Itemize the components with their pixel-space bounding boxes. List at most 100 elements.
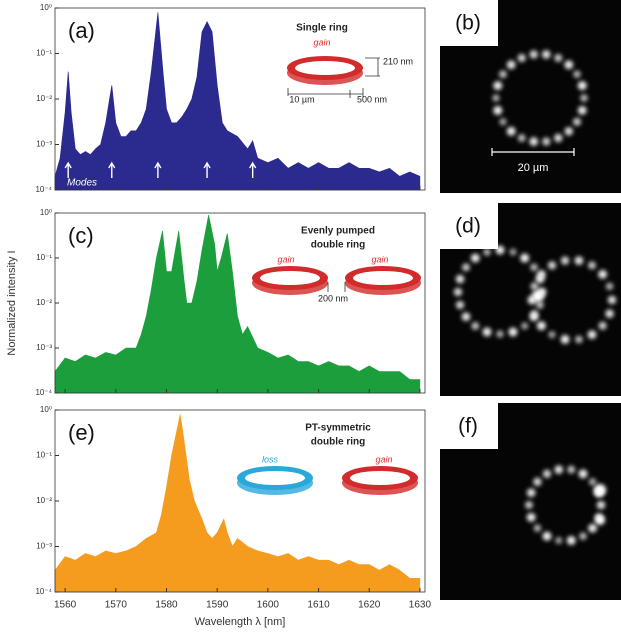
scale-bar-label: 20 µm xyxy=(518,162,549,174)
image-label-box xyxy=(440,203,498,249)
annotation: 500 nm xyxy=(357,94,387,104)
image-spot xyxy=(506,60,516,70)
image-spot xyxy=(462,263,470,272)
image-spot xyxy=(493,81,503,91)
spectrum-area xyxy=(54,414,421,593)
x-tick-label: 1570 xyxy=(105,600,128,611)
image-spot xyxy=(533,477,542,487)
image-spot xyxy=(532,290,544,302)
image-spot xyxy=(560,256,570,265)
image-spot xyxy=(573,70,581,78)
image-spot xyxy=(530,282,539,291)
image-spot xyxy=(555,536,563,544)
mode-arrow xyxy=(249,161,257,178)
image-label-box xyxy=(440,403,498,449)
modes-label: Modes xyxy=(67,178,97,189)
image-spot xyxy=(596,500,606,510)
image-spot xyxy=(471,322,480,330)
image-spot xyxy=(598,321,607,330)
annotation: gain xyxy=(313,37,330,47)
y-tick-label: 10⁻³ xyxy=(36,343,52,352)
spectrum-area xyxy=(54,12,421,191)
image-spot xyxy=(594,484,606,496)
image-spot xyxy=(461,312,471,322)
x-tick-label: 1610 xyxy=(307,600,330,611)
image-spot xyxy=(588,523,597,533)
image-spot xyxy=(533,524,542,532)
image-spot xyxy=(506,126,516,136)
image-spot xyxy=(526,512,536,522)
image-spot xyxy=(588,261,596,270)
image-spot xyxy=(587,330,597,340)
dimension-line xyxy=(327,282,346,292)
image-spot xyxy=(564,126,574,136)
annotation: gain xyxy=(371,254,388,264)
y-tick-label: 10⁰ xyxy=(40,208,52,217)
image-spot xyxy=(574,256,584,265)
image-spot xyxy=(567,465,576,474)
x-tick-label: 1590 xyxy=(206,600,229,611)
ring-illustration xyxy=(245,471,305,485)
image-spot xyxy=(517,134,526,142)
mode-arrow xyxy=(203,161,211,178)
annotation: loss xyxy=(262,454,279,464)
image-spot xyxy=(564,60,574,70)
image-spot xyxy=(578,469,588,479)
image-label: (b) xyxy=(455,12,481,35)
image-label-box xyxy=(440,0,498,46)
y-tick-label: 10⁻¹ xyxy=(36,253,52,262)
image-spot xyxy=(526,488,536,498)
image-spot xyxy=(595,515,605,525)
y-tick-label: 10⁻⁴ xyxy=(35,185,52,194)
x-axis-label: Wavelength λ [nm] xyxy=(195,616,286,628)
image-spot xyxy=(548,331,556,339)
mode-arrow xyxy=(64,161,72,178)
image-spot xyxy=(536,321,546,331)
panel-label: (e) xyxy=(68,420,95,445)
y-tick-label: 10⁻¹ xyxy=(36,451,52,460)
x-tick-label: 1560 xyxy=(54,600,77,611)
image-spot xyxy=(496,330,504,338)
image-spot xyxy=(560,334,570,344)
y-tick-label: 10⁰ xyxy=(40,405,52,414)
y-tick-label: 10⁻² xyxy=(36,298,52,307)
annotation: double ring xyxy=(311,240,365,251)
image-spot xyxy=(492,94,500,102)
y-tick-label: 10⁻¹ xyxy=(36,49,52,58)
annotation: 10 µm xyxy=(289,94,314,104)
scale-bar xyxy=(491,148,575,156)
image-spot xyxy=(517,53,526,63)
y-tick-label: 10⁻³ xyxy=(36,542,52,551)
image-spot xyxy=(499,70,507,79)
annotation: gain xyxy=(277,254,294,264)
annotation: double ring xyxy=(311,437,365,448)
ring-illustration xyxy=(350,471,410,485)
x-tick-label: 1600 xyxy=(257,600,280,611)
image-spot xyxy=(566,535,576,545)
x-tick-label: 1620 xyxy=(358,600,381,611)
mode-arrow xyxy=(108,161,116,178)
mode-arrow xyxy=(154,161,162,178)
image-spot xyxy=(483,248,491,256)
image-spot xyxy=(579,532,587,540)
image-spot xyxy=(525,501,533,509)
image-spot xyxy=(482,327,492,337)
image-spot xyxy=(577,81,587,91)
panel-label: (a) xyxy=(68,18,95,43)
image-spot xyxy=(554,53,563,62)
image-spot xyxy=(536,301,544,309)
image-spot xyxy=(537,269,546,279)
image-spot xyxy=(529,50,538,59)
y-tick-label: 10⁻² xyxy=(36,94,52,103)
image-spot xyxy=(521,322,529,330)
image-spot xyxy=(605,309,614,318)
image-spot xyxy=(542,469,552,478)
annotation: Single ring xyxy=(296,23,348,34)
annotation: 200 nm xyxy=(318,293,348,303)
y-axis-label: Normalized intensity I xyxy=(6,250,18,355)
image-spot xyxy=(520,253,530,263)
y-tick-label: 10⁻⁴ xyxy=(35,388,52,397)
image-spot xyxy=(607,295,617,305)
annotation: Evenly pumped xyxy=(301,226,375,237)
